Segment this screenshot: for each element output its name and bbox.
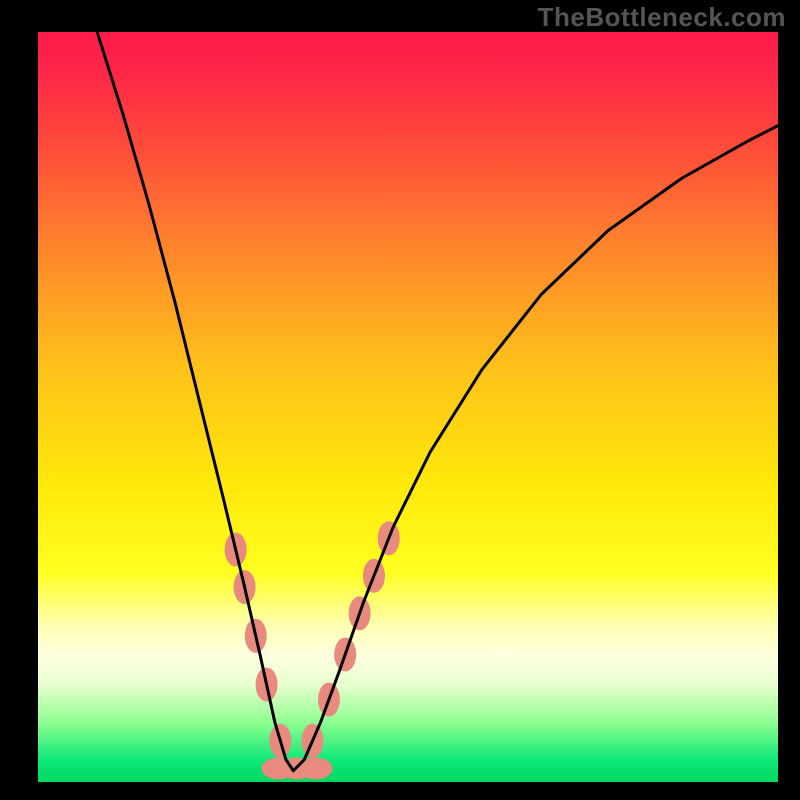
watermark-text: TheBottleneck.com (538, 2, 786, 33)
plot-area (38, 32, 778, 782)
plot-svg (38, 32, 778, 782)
bottleneck-curve (97, 32, 778, 771)
figure-root: TheBottleneck.com (0, 0, 800, 800)
